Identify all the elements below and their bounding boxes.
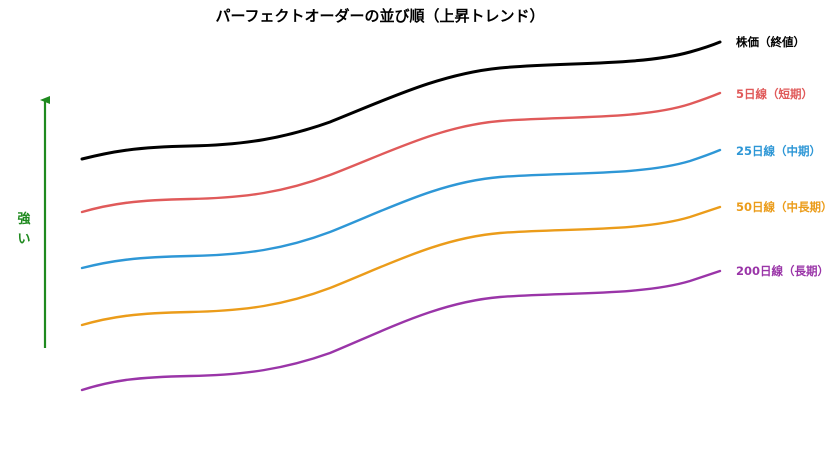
diagram-title: パーフェクトオーダーの並び順（上昇トレンド） [215,7,544,25]
curve-200-day-ma [80,269,722,392]
curve-stock-price [80,40,722,161]
label-25-day-ma: 25日線（中期） [736,144,821,158]
curve-5-day-ma [80,91,722,214]
curve-50-day-ma [80,205,722,327]
strength-label-line1: 強 [17,211,30,227]
label-200-day-ma: 200日線（長期） [736,264,829,278]
strength-label-line2: い [17,232,30,247]
curve-25-day-ma [80,148,722,270]
label-stock-price: 株価（終値） [736,35,805,49]
label-5-day-ma: 5日線（短期） [736,87,813,101]
label-50-day-ma: 50日線（中長期） [736,200,833,214]
